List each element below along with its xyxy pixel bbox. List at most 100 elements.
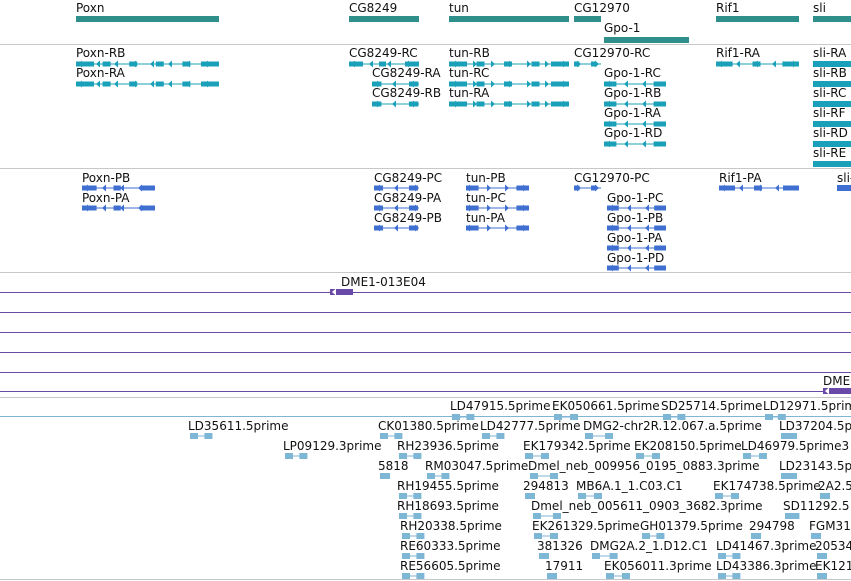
gene-cg8249[interactable] xyxy=(349,16,419,22)
est-ek050661-5prime[interactable] xyxy=(554,414,578,420)
transcript-poxn-ra[interactable] xyxy=(76,80,219,88)
transcript-cg8249-ra[interactable] xyxy=(372,80,419,88)
est-ek208150-5prime[interactable] xyxy=(636,453,660,459)
est-line xyxy=(554,416,578,418)
label-ld12971-5prim: LD12971.5prim xyxy=(763,399,851,413)
est-ld46979-5prime3[interactable] xyxy=(743,453,767,459)
est-ld47915-5prime[interactable] xyxy=(452,414,475,420)
protein-gpo-1-pa[interactable] xyxy=(607,244,666,252)
est-mb6a-1-1-c03-c1[interactable] xyxy=(578,493,602,499)
est-ek121[interactable] xyxy=(817,573,827,579)
est-lp09129-3prime[interactable] xyxy=(285,453,308,459)
protein-cg8249-pc[interactable] xyxy=(374,184,419,192)
transcript-sli-ra[interactable] xyxy=(813,60,851,68)
est-ld43386-3prime[interactable] xyxy=(718,573,741,579)
protein-cg8249-pa[interactable] xyxy=(374,204,419,212)
est-ld42777-5prime[interactable] xyxy=(482,433,505,439)
exon-block xyxy=(653,141,666,147)
transcript-tun-rb[interactable] xyxy=(449,60,569,68)
est-ek261329-5prime[interactable] xyxy=(534,533,558,539)
est-rh20338-5prime[interactable] xyxy=(402,533,425,539)
protein-sli[interactable] xyxy=(837,184,851,192)
transcript-tun-ra[interactable] xyxy=(449,100,569,108)
est-20534[interactable] xyxy=(817,553,827,559)
transcript-gpo-1-rd[interactable] xyxy=(604,140,666,148)
est-294813[interactable] xyxy=(525,493,535,499)
gene-tun[interactable] xyxy=(449,16,569,22)
est-ld41467-3prime[interactable] xyxy=(718,553,741,559)
est-gh01379-5prime[interactable] xyxy=(642,533,665,539)
est-ek174738-5prime[interactable] xyxy=(715,493,739,499)
est-sd11292-5[interactable] xyxy=(785,513,800,519)
transcript-sli-rf[interactable] xyxy=(813,120,851,128)
protein-poxn-pb[interactable] xyxy=(82,184,155,192)
protein-tun-pc[interactable] xyxy=(466,204,529,212)
gene-sli[interactable] xyxy=(813,16,851,22)
transcript-sli-rb[interactable] xyxy=(813,80,851,88)
transcript-cg8249-rc[interactable] xyxy=(349,60,419,68)
est-rh23936-5prime[interactable] xyxy=(399,453,422,459)
label-20534: 20534 xyxy=(815,539,851,553)
protein-cg8249-pb[interactable] xyxy=(374,224,419,232)
protein-tun-pa[interactable] xyxy=(466,224,529,232)
transcript-sli-re[interactable] xyxy=(813,160,851,168)
gene-tun-glyph xyxy=(449,16,569,22)
transcript-gpo-1-rc[interactable] xyxy=(604,80,666,88)
strand-arrow xyxy=(332,288,336,296)
est-ld12971-5prim[interactable] xyxy=(765,414,786,420)
gene-poxn[interactable] xyxy=(76,16,219,22)
est-block xyxy=(663,414,671,420)
est-block xyxy=(791,513,800,519)
est-dmel-neb-005611-0903-3682-3prime[interactable] xyxy=(533,513,561,519)
est-sd25714-5prime[interactable] xyxy=(663,414,686,420)
est-dmg2-chr2r-12-067-a-5prime[interactable] xyxy=(585,433,613,439)
est-line xyxy=(452,416,475,418)
est-fgm318[interactable] xyxy=(811,533,821,539)
est-381326[interactable] xyxy=(539,553,549,559)
est-ld37204-5p[interactable] xyxy=(781,433,797,439)
est-ek056011-3prime[interactable] xyxy=(606,573,630,579)
protein-tun-pb[interactable] xyxy=(466,184,529,192)
gene-rif1[interactable] xyxy=(716,16,799,22)
protein-gpo-1-pb[interactable] xyxy=(607,224,666,232)
est-re60333-5prime[interactable] xyxy=(402,553,425,559)
gene-gpo-1[interactable] xyxy=(604,37,689,43)
transcript-sli-rd[interactable] xyxy=(813,140,851,148)
est-rh19455-5prime[interactable] xyxy=(399,493,422,499)
strand-arrow xyxy=(595,184,599,192)
est-ek179342-5prime[interactable] xyxy=(525,453,549,459)
protein-cg12970-pc[interactable] xyxy=(574,184,601,192)
protein-poxn-pa[interactable] xyxy=(82,204,155,212)
est-5818[interactable] xyxy=(380,473,390,479)
clone-line xyxy=(0,292,851,293)
est-ld23143-5p[interactable] xyxy=(781,473,797,479)
protein-gpo-1-pc[interactable] xyxy=(607,204,666,212)
transcript-rif1-ra[interactable] xyxy=(716,60,799,68)
transcript-sli-rc[interactable] xyxy=(813,100,851,108)
est-ck01380-5prime[interactable] xyxy=(380,433,403,439)
clone-dme1-013e04[interactable] xyxy=(330,288,353,296)
est-17911[interactable] xyxy=(547,573,557,579)
est-re56605-5prime[interactable] xyxy=(402,573,425,579)
est-dmel-neb-009956-0195-0883-3prime[interactable] xyxy=(530,473,558,479)
est-rm03047-5prime[interactable] xyxy=(427,473,450,479)
exon-block xyxy=(476,61,485,67)
transcript-cg8249-rb[interactable] xyxy=(372,100,419,108)
clone-dme[interactable] xyxy=(823,387,851,395)
protein-gpo-1-pd[interactable] xyxy=(607,264,666,272)
transcript-gpo-1-ra[interactable] xyxy=(604,120,666,128)
transcript-poxn-rb[interactable] xyxy=(76,60,219,68)
strand-arrow xyxy=(624,80,628,88)
est-ld35611-5prime[interactable] xyxy=(190,433,213,439)
transcript-tun-rc[interactable] xyxy=(449,80,569,88)
protein-rif1-pa[interactable] xyxy=(719,184,799,192)
transcript-gpo-1-rb[interactable] xyxy=(604,100,666,108)
gene-cg12970[interactable] xyxy=(574,16,601,22)
est-2a2-5[interactable] xyxy=(820,493,830,499)
est-dmg2a-2-1-d12-c1[interactable] xyxy=(592,553,618,559)
est-294798[interactable] xyxy=(751,533,761,539)
transcript-poxn-rb-glyph xyxy=(76,60,219,68)
transcript-cg12970-rc[interactable] xyxy=(574,60,601,68)
est-rh18693-5prime[interactable] xyxy=(399,513,422,519)
